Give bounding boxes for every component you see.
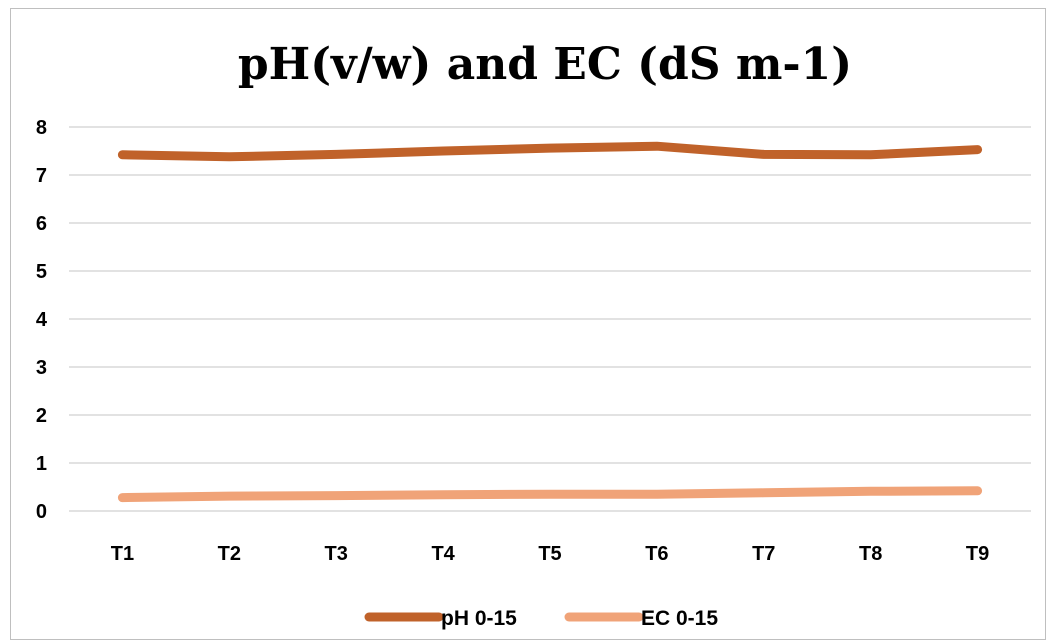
y-tick-label: 7 bbox=[36, 165, 47, 187]
x-tick-label: T6 bbox=[645, 543, 668, 565]
x-tick-label: T3 bbox=[325, 543, 348, 565]
x-tick-label: T7 bbox=[752, 543, 775, 565]
y-tick-label: 3 bbox=[36, 357, 47, 379]
series-line-ph bbox=[117, 141, 983, 162]
y-tick-label: 2 bbox=[36, 405, 47, 427]
y-tick-label: 4 bbox=[36, 309, 48, 331]
chart-frame: pH(v/w) and EC (dS m-1) 0 1 2 3 4 5 6 7 8 T1 T2 T3… bbox=[10, 8, 1046, 640]
gridlines bbox=[69, 126, 1031, 512]
x-tick-label: T5 bbox=[538, 543, 561, 565]
y-axis-ticks: 0 1 2 3 4 5 6 7 8 bbox=[36, 117, 48, 523]
legend-label: EC 0-15 bbox=[641, 607, 718, 630]
x-tick-label: T9 bbox=[966, 543, 989, 565]
x-tick-label: T4 bbox=[431, 543, 455, 565]
y-tick-label: 8 bbox=[36, 117, 47, 139]
x-tick-label: T8 bbox=[859, 543, 882, 565]
line-chart: pH(v/w) and EC (dS m-1) 0 1 2 3 4 5 6 7 8 T1 T2 T3… bbox=[36, 39, 1031, 630]
legend-label: pH 0-15 bbox=[441, 607, 517, 630]
legend: pH 0-15 EC 0-15 bbox=[364, 607, 718, 630]
y-tick-label: 6 bbox=[36, 213, 47, 235]
x-tick-label: T2 bbox=[218, 543, 241, 565]
chart-title: pH(v/w) and EC (dS m-1) bbox=[238, 39, 852, 90]
x-tick-label: T1 bbox=[111, 543, 134, 565]
series-lines bbox=[117, 141, 983, 503]
y-tick-label: 5 bbox=[36, 261, 47, 283]
y-tick-label: 0 bbox=[36, 501, 47, 523]
x-axis-ticks: T1 T2 T3 T4 T5 T6 T7 T8 T9 bbox=[111, 543, 989, 565]
y-tick-label: 1 bbox=[36, 453, 47, 475]
